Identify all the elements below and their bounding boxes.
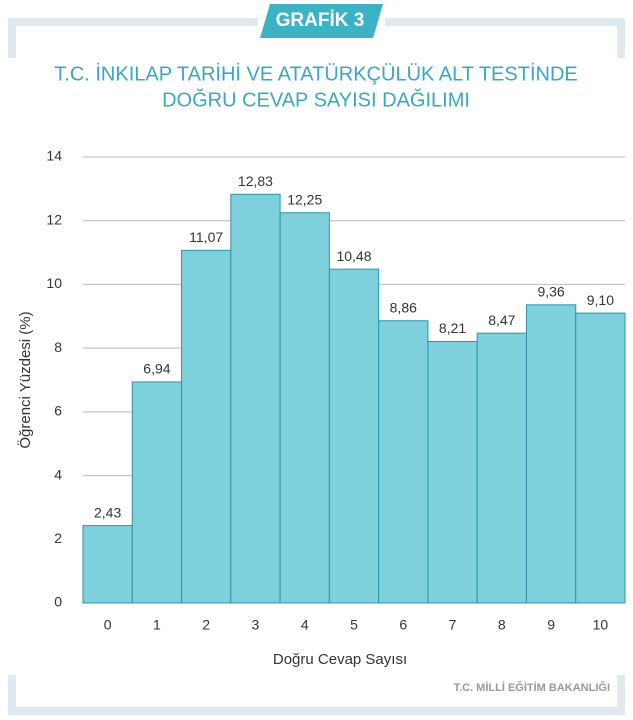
y-axis-label: Öğrenci Yüzdesi (%) bbox=[16, 311, 34, 448]
x-tick-label: 7 bbox=[449, 617, 457, 633]
value-label: 12,83 bbox=[238, 173, 273, 189]
bar bbox=[328, 268, 380, 604]
y-tick-label: 6 bbox=[54, 403, 62, 419]
frame bbox=[8, 18, 625, 715]
x-tick-label: 3 bbox=[252, 617, 260, 633]
x-tick-label: 5 bbox=[350, 617, 358, 633]
x-tick-label: 1 bbox=[153, 617, 161, 633]
bar bbox=[131, 381, 183, 604]
bar bbox=[427, 340, 478, 604]
bar bbox=[525, 304, 577, 604]
bar bbox=[230, 193, 281, 604]
chart-title: T.C. İNKILAP TARİHİ VE ATATÜRKÇÜLÜK ALT … bbox=[54, 62, 577, 85]
source: T.C. MİLLİ EĞİTİM BAKANLIĞI bbox=[454, 681, 610, 694]
value-label: 6,94 bbox=[143, 361, 170, 377]
y-tick-label: 8 bbox=[54, 339, 62, 355]
value-label: 8,86 bbox=[390, 299, 417, 315]
y-tick-label: 10 bbox=[46, 275, 62, 291]
chart-title: DOĞRU CEVAP SAYISI DAĞILIMI bbox=[162, 88, 470, 111]
x-tick-label: 2 bbox=[202, 617, 210, 633]
x-tick-label: 8 bbox=[498, 617, 506, 633]
value-label: 12,25 bbox=[287, 191, 322, 207]
bar bbox=[279, 212, 330, 604]
value-label: 10,48 bbox=[336, 248, 371, 264]
y-tick-label: 14 bbox=[46, 148, 62, 164]
value-label: 11,07 bbox=[189, 229, 223, 245]
x-tick-label: 4 bbox=[301, 617, 309, 633]
x-axis-label: Doğru Cevap Sayısı bbox=[273, 651, 407, 668]
x-tick-label: 6 bbox=[399, 617, 407, 633]
x-tick-label: 9 bbox=[547, 617, 555, 633]
y-tick-label: 2 bbox=[54, 530, 62, 546]
value-label: 8,21 bbox=[439, 320, 466, 336]
bar bbox=[476, 332, 527, 604]
bar bbox=[378, 320, 429, 604]
badge-text: GRAFİK 3 bbox=[276, 10, 365, 31]
x-tick-label: 10 bbox=[593, 617, 609, 633]
value-label: 8,47 bbox=[488, 312, 515, 328]
bar bbox=[82, 525, 133, 604]
bar bbox=[575, 312, 626, 604]
value-label: 9,36 bbox=[537, 284, 564, 300]
value-label: 2,43 bbox=[94, 504, 121, 520]
value-label: 9,10 bbox=[587, 292, 614, 308]
y-tick-label: 4 bbox=[54, 466, 62, 482]
y-tick-label: 0 bbox=[54, 594, 62, 610]
bar bbox=[181, 249, 232, 604]
badge bbox=[260, 4, 383, 38]
x-tick-label: 0 bbox=[104, 617, 112, 633]
y-tick-label: 12 bbox=[46, 211, 62, 227]
